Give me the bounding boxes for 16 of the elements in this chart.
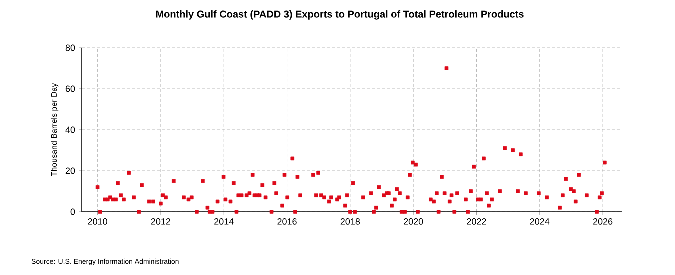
x-tick-label: 2022 [467,218,486,225]
x-tick-label: 2014 [214,218,234,225]
y-tick-label: 20 [66,168,76,174]
y-tick-label: 80 [66,44,76,52]
y-tick-label: 0 [70,208,76,216]
y-tick-label: 60 [66,86,76,92]
chart-title: Monthly Gulf Coast (PADD 3) Exports to Portugal of Total Petroleum Products [156,10,524,20]
x-tick-label: 2026 [593,218,613,225]
x-tick-label: 2020 [404,218,424,225]
x-tick-label: 2024 [530,218,550,225]
y-axis-title: Thousand Barrels per Day [51,83,59,177]
y-tick-label: 40 [66,126,76,134]
x-tick-label: 2016 [278,218,297,225]
x-tick-label: 2012 [151,218,171,225]
x-tick-label: 2018 [340,218,360,225]
x-tick-label: 2010 [88,218,108,225]
